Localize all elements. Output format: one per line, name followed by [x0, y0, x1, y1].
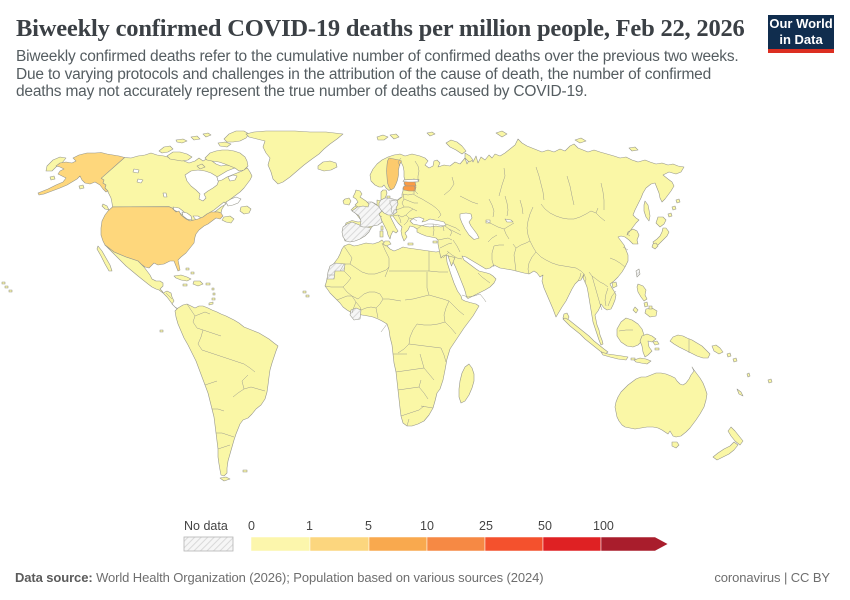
svg-text:10: 10: [420, 519, 434, 533]
svg-text:1: 1: [306, 519, 313, 533]
svg-text:50: 50: [538, 519, 552, 533]
svg-text:100: 100: [593, 519, 614, 533]
svg-text:No data: No data: [184, 519, 228, 533]
svg-text:5: 5: [365, 519, 372, 533]
svg-text:25: 25: [479, 519, 493, 533]
svg-text:0: 0: [248, 519, 255, 533]
